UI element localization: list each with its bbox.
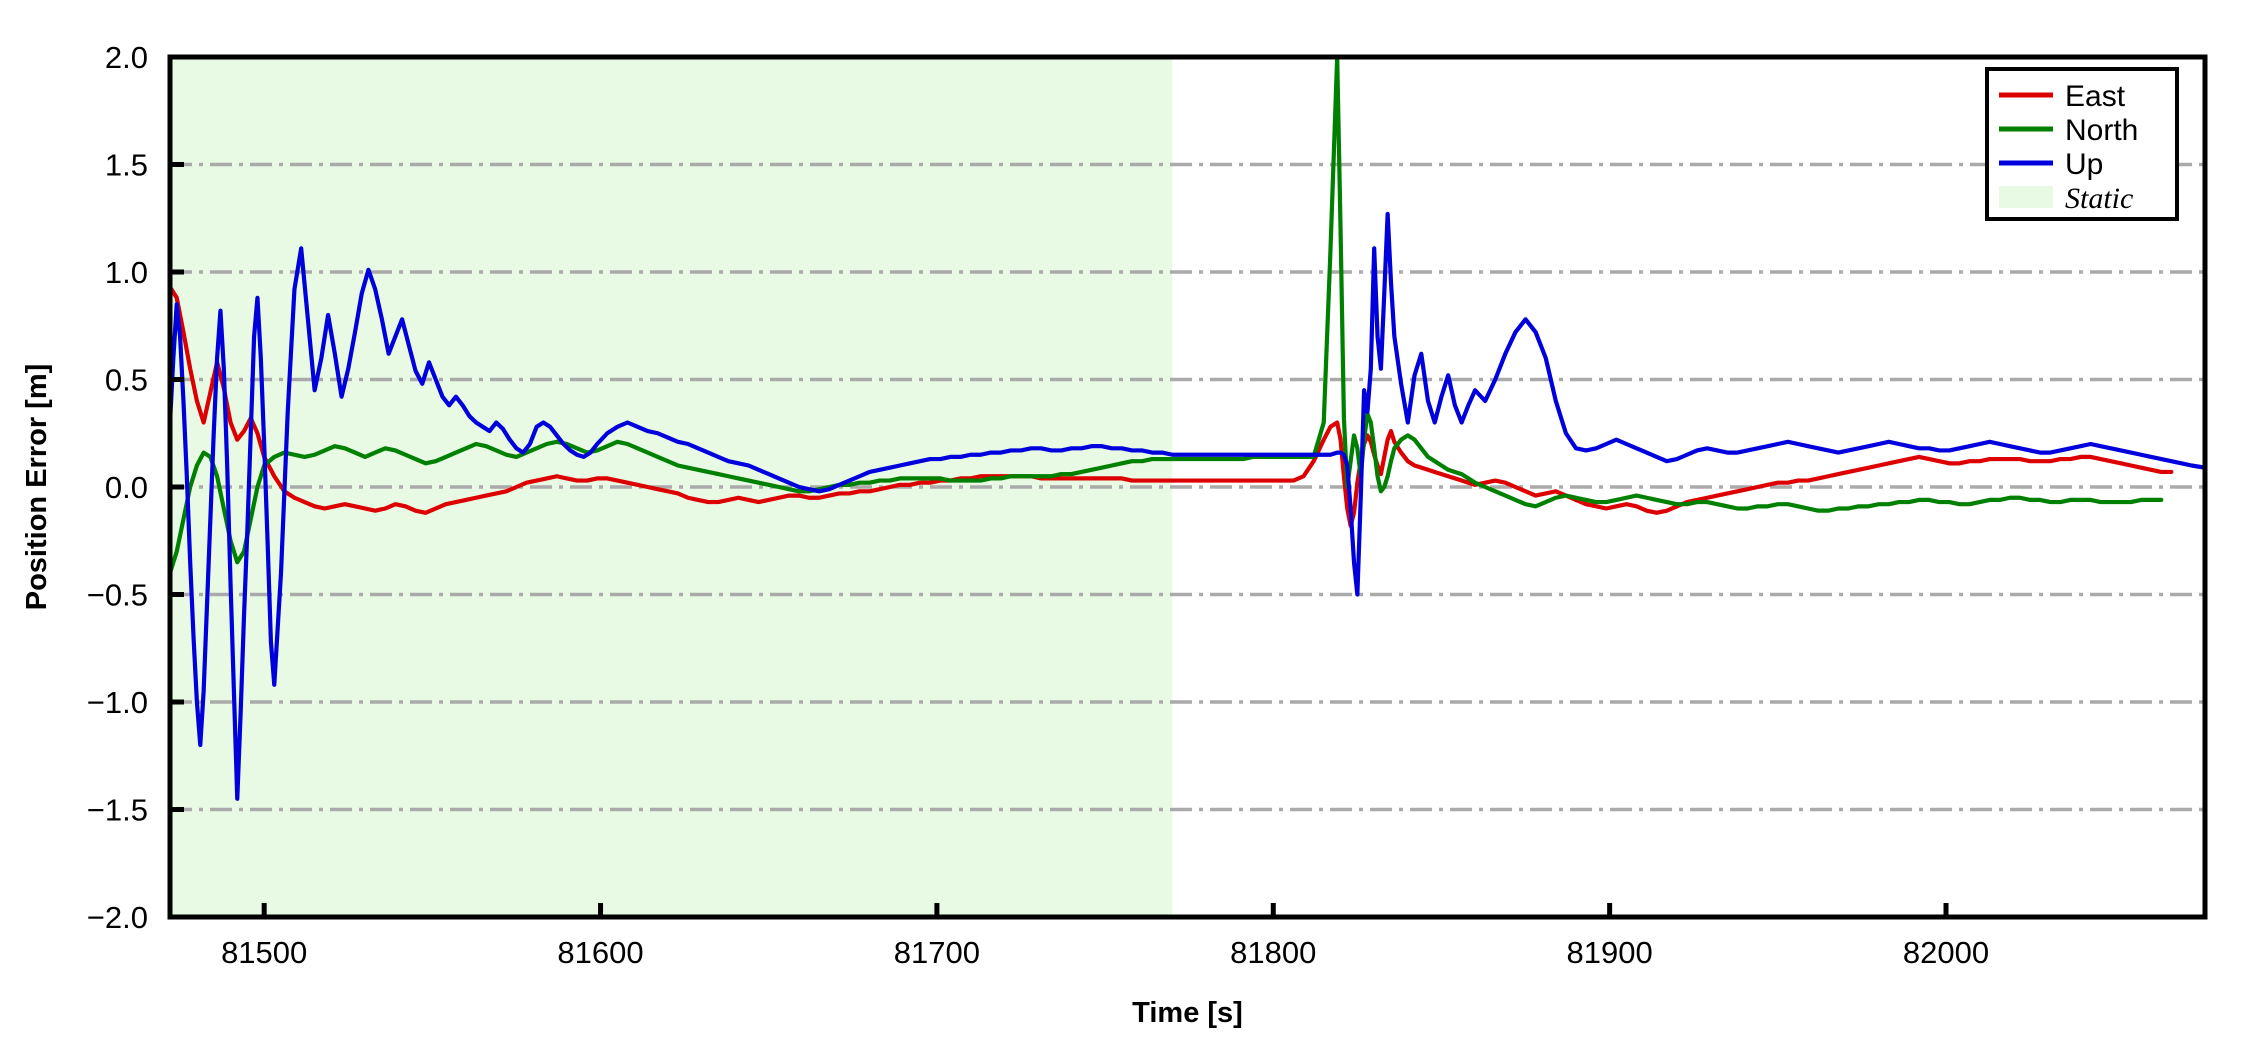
x-tick-label: 81900	[1567, 935, 1653, 970]
y-tick-label: 1.0	[105, 255, 148, 290]
x-tick-label: 82000	[1903, 935, 1989, 970]
y-axis-title: Position Error [m]	[21, 364, 53, 611]
x-axis: 81500 81600 81700 81800 81900 82000	[221, 903, 1989, 970]
x-tick-label: 81500	[221, 935, 307, 970]
y-tick-label: 0.5	[105, 363, 148, 398]
y-tick-label: −1.0	[87, 685, 148, 720]
series-group	[170, 57, 2205, 801]
gridlines	[170, 162, 2205, 812]
y-tick-label: 1.5	[105, 148, 148, 183]
legend-label-up: Up	[2065, 148, 2103, 181]
series-line-north	[170, 57, 2164, 576]
y-tick-label: 2.0	[105, 40, 148, 75]
legend-label-north: North	[2065, 114, 2138, 147]
y-tick-label: −0.5	[87, 578, 148, 613]
x-tick-label: 81600	[557, 935, 643, 970]
y-axis: −2.0 −1.5 −1.0 −0.5 0.0 0.5 1.0 1.5 2.0	[87, 40, 184, 935]
legend-swatch-static	[1999, 186, 2053, 208]
x-tick-label: 81700	[894, 935, 980, 970]
y-tick-label: −1.5	[87, 793, 148, 828]
y-tick-label: −2.0	[87, 900, 148, 935]
series-line-east	[170, 284, 2174, 528]
x-axis-title: Time [s]	[1132, 997, 1243, 1029]
legend-label-east: East	[2065, 80, 2126, 113]
y-tick-label: 0.0	[105, 470, 148, 505]
series-line-up	[170, 211, 2205, 801]
x-tick-label: 81800	[1230, 935, 1316, 970]
legend-label-static: Static	[2065, 182, 2133, 215]
